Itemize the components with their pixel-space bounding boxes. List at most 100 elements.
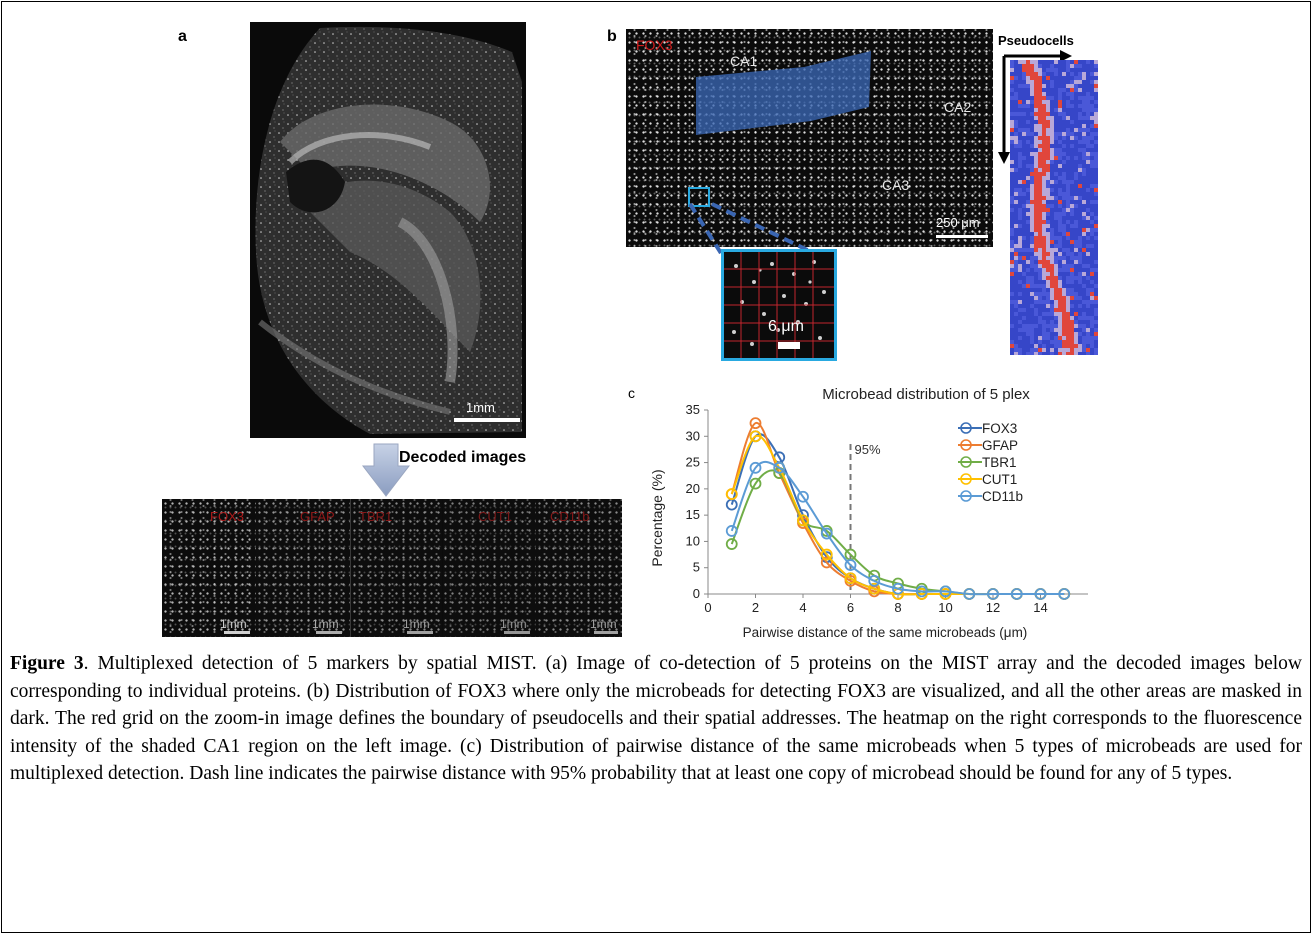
heatmap-cell	[1054, 124, 1058, 128]
heatmap-cell	[1078, 296, 1082, 300]
heatmap-cell	[1094, 156, 1098, 160]
data-point	[820, 527, 833, 540]
heatmap-cell	[1066, 108, 1070, 112]
heatmap-cell	[1038, 300, 1042, 304]
heatmap-cell	[1094, 200, 1098, 204]
heatmap-cell	[1018, 176, 1022, 180]
heatmap-cell	[1082, 244, 1086, 248]
heatmap-cell	[1030, 128, 1034, 132]
heatmap-cell	[1018, 284, 1022, 288]
heatmap-cell	[1034, 92, 1038, 96]
heatmap-cell	[1078, 128, 1082, 132]
heatmap-cell	[1070, 216, 1074, 220]
heatmap-cell	[1086, 224, 1090, 228]
heatmap-cell	[1066, 336, 1070, 340]
heatmap-cell	[1054, 272, 1058, 276]
heatmap-cell	[1022, 156, 1026, 160]
heatmap-cell	[1062, 216, 1066, 220]
heatmap-cell	[1026, 92, 1030, 96]
heatmap-cell	[1010, 148, 1014, 152]
heatmap-cell	[1014, 336, 1018, 340]
figure-caption: Figure 3. Multiplexed detection of 5 mar…	[10, 650, 1302, 788]
heatmap-cell	[1018, 212, 1022, 216]
heatmap-cell	[1054, 100, 1058, 104]
heatmap-cell	[1082, 116, 1086, 120]
heatmap-cell	[1010, 88, 1014, 92]
heatmap-cell	[1058, 340, 1062, 344]
heatmap-cell	[1046, 88, 1050, 92]
heatmap-cell	[1030, 272, 1034, 276]
caption-text: . Multiplexed detection of 5 markers by …	[10, 653, 1303, 784]
heatmap-cell	[1022, 68, 1026, 72]
heatmap-cell	[1034, 96, 1038, 100]
heatmap-cell	[1046, 132, 1050, 136]
heatmap-cell	[1070, 144, 1074, 148]
heatmap-cell	[1010, 160, 1014, 164]
heatmap-cell	[1046, 232, 1050, 236]
heatmap-cell	[1038, 340, 1042, 344]
heatmap-cell	[1062, 200, 1066, 204]
heatmap-cell	[1042, 352, 1046, 355]
heatmap-cell	[1082, 248, 1086, 252]
heatmap-cell	[1034, 148, 1038, 152]
heatmap-cell	[1086, 184, 1090, 188]
heatmap-cell	[1082, 348, 1086, 352]
heatmap-cell	[1026, 108, 1030, 112]
heatmap-cell	[1030, 132, 1034, 136]
heatmap-cell	[1070, 268, 1074, 272]
heatmap-cell	[1086, 116, 1090, 120]
heatmap-cell	[1074, 228, 1078, 232]
heatmap-cell	[1022, 64, 1026, 68]
heatmap-cell	[1054, 316, 1058, 320]
heatmap-cell	[1026, 68, 1030, 72]
panel-b-scalebar	[936, 235, 988, 238]
heatmap-cell	[1058, 120, 1062, 124]
heatmap-cell	[1030, 212, 1034, 216]
heatmap-cell	[1058, 160, 1062, 164]
heatmap-cell	[1042, 324, 1046, 328]
decoded-tile-scalebar	[594, 631, 618, 634]
heatmap-cell	[1026, 180, 1030, 184]
heatmap-cell	[1042, 60, 1046, 64]
heatmap-cell	[1066, 340, 1070, 344]
heatmap-cell	[1010, 228, 1014, 232]
heatmap-cell	[1090, 72, 1094, 76]
heatmap-cell	[1054, 256, 1058, 260]
heatmap-cell	[1062, 112, 1066, 116]
heatmap-cell	[1038, 68, 1042, 72]
panel-a-letter: a	[178, 28, 187, 45]
heatmap-cell	[1026, 264, 1030, 268]
ca3-label: CA3	[882, 177, 910, 193]
heatmap-cell	[1058, 348, 1062, 352]
heatmap-cell	[1090, 276, 1094, 280]
heatmap-cell	[1038, 304, 1042, 308]
heatmap-cell	[1042, 332, 1046, 336]
heatmap-cell	[1046, 216, 1050, 220]
heatmap-cell	[1086, 124, 1090, 128]
heatmap-cell	[1074, 216, 1078, 220]
heatmap-cell	[1094, 336, 1098, 340]
heatmap-cell	[1070, 196, 1074, 200]
heatmap-cell	[1038, 108, 1042, 112]
heatmap-cell	[1058, 240, 1062, 244]
heatmap-cell	[1030, 308, 1034, 312]
heatmap-cell	[1090, 344, 1094, 348]
heatmap-cell	[1026, 352, 1030, 355]
heatmap-cell	[1014, 300, 1018, 304]
heatmap-cell	[1078, 168, 1082, 172]
heatmap-cell	[1074, 224, 1078, 228]
heatmap-cell	[1066, 92, 1070, 96]
heatmap-cell	[1054, 84, 1058, 88]
heatmap-cell	[1046, 60, 1050, 64]
heatmap-cell	[1050, 296, 1054, 300]
heatmap-cell	[1034, 76, 1038, 80]
heatmap-cell	[1034, 200, 1038, 204]
legend-label: CD11b	[982, 489, 1023, 504]
heatmap-cell	[1078, 200, 1082, 204]
heatmap-cell	[1074, 260, 1078, 264]
heatmap-cell	[1046, 168, 1050, 172]
heatmap-cell	[1094, 168, 1098, 172]
heatmap-cell	[1074, 300, 1078, 304]
heatmap-cell	[1014, 248, 1018, 252]
